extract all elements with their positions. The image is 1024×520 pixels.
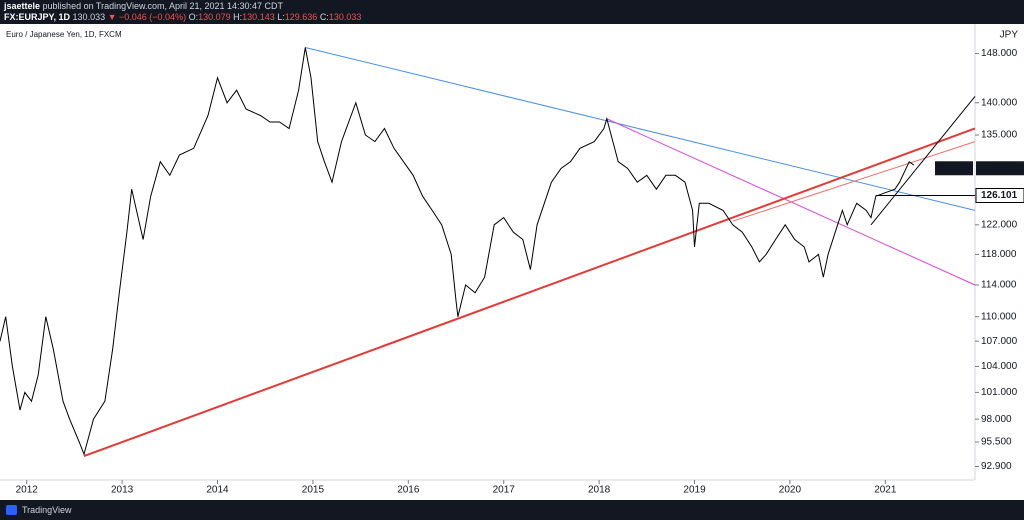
y-tick-label: 107.000 [981,336,1018,347]
y-tick-label: 114.000 [981,280,1017,291]
x-tick-label: 2015 [302,485,325,496]
x-tick-label: 2021 [874,485,897,496]
last-name: EURJPY [934,163,974,174]
y-tick-label: 104.000 [981,361,1018,372]
last-value-label: 130.033 [981,163,1018,174]
level-tag [975,188,1024,204]
last-value-tag [976,161,1024,176]
price-line [0,47,915,456]
header: jsaettele published on TradingView.com, … [0,0,1024,24]
level-label: 126.101 [981,190,1018,201]
footer: TradingView [0,500,1024,520]
trend-line [305,47,976,211]
axis-unit: JPY [1000,30,1019,41]
x-tick-label: 2018 [588,485,611,496]
x-tick-label: 2020 [779,485,802,496]
ohlc-label: H: [233,12,243,22]
y-tick-label: 135.000 [981,130,1018,141]
ohlc-label: O: [188,12,199,22]
ohlc-value: 129.636 [284,12,318,22]
trend-line [732,141,976,222]
ohlc-label: C: [319,12,329,22]
y-tick-label: 148.000 [981,48,1018,59]
x-tick-label: 2014 [206,485,229,496]
x-tick-label: 2019 [683,485,706,496]
y-tick-label: 101.000 [981,387,1018,398]
change: ▼ −0.046 (−0.04%) [107,12,187,22]
y-tick-label: 110.000 [981,311,1017,322]
x-tick-label: 2016 [397,485,420,496]
y-tick-label: 95.500 [981,437,1012,448]
published: published on TradingView.com, April 21, … [42,1,284,11]
last-name-tag [935,161,973,176]
y-tick-label: 140.000 [981,97,1018,108]
x-tick-label: 2012 [16,485,39,496]
author: jsaettele [4,1,41,11]
logo [6,505,17,515]
y-tick-label: 118.000 [981,249,1017,260]
x-tick-label: 2017 [493,485,516,496]
ohlc-value: 130.143 [242,12,275,22]
y-tick-label: 98.000 [981,414,1012,425]
chart-title: Euro / Japanese Yen, 1D, FXCM [6,30,122,39]
brand: TradingView [22,505,72,515]
y-tick-label: 92.900 [981,461,1012,472]
symbol: FX:EURJPY, 1D [4,12,71,22]
x-tick-label: 2013 [111,485,134,496]
price: 130.033 [72,12,106,22]
trend-line [870,96,976,226]
ohlc-value: 130.033 [328,12,362,22]
trend-line [83,127,976,458]
ohlc-label: L: [277,12,285,22]
y-tick-label: 122.000 [981,219,1018,230]
ohlc-value: 130.079 [198,12,231,22]
